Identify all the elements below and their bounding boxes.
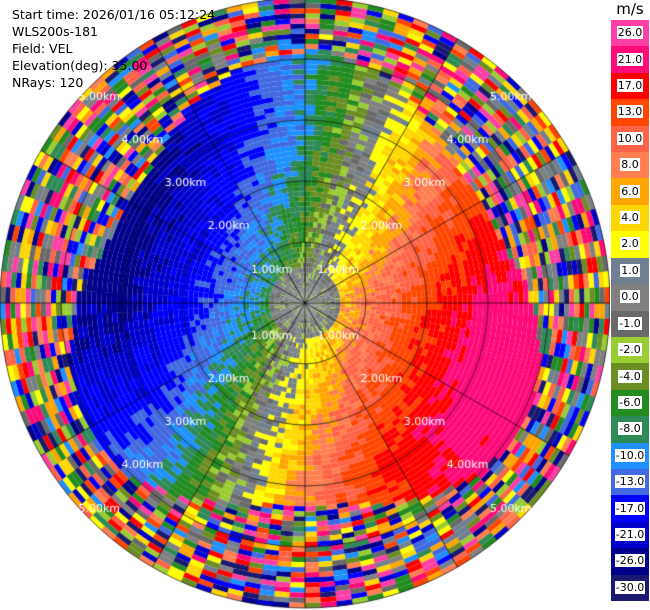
colorbar-tick-label: 2.0 bbox=[620, 237, 640, 251]
colorbar-tick-label: -21.0 bbox=[614, 527, 646, 541]
scan-info: Start time: 2026/01/16 05:12:24 WLS200s-… bbox=[12, 6, 215, 91]
elevation-label: Elevation(deg): 35.00 bbox=[12, 58, 148, 73]
colorbar-tick-label: 10.0 bbox=[616, 131, 644, 145]
start-time-label: Start time: 2026/01/16 05:12:24 bbox=[12, 7, 216, 22]
colorbar-tick-label: -17.0 bbox=[614, 501, 646, 515]
colorbar-tick-label: 13.0 bbox=[616, 105, 644, 119]
colorbar-tick-label: -30.0 bbox=[614, 580, 646, 594]
colorbar-tick-label: -2.0 bbox=[618, 343, 642, 357]
colorbar-tick-label: -4.0 bbox=[618, 369, 642, 383]
colorbar-tick-label: 0.0 bbox=[620, 290, 640, 304]
ppi-velocity-plot bbox=[0, 0, 610, 610]
colorbar-tick-label: 21.0 bbox=[616, 52, 644, 66]
field-label: Field: VEL bbox=[12, 41, 73, 56]
station-label: WLS200s-181 bbox=[12, 24, 98, 39]
colorbar-tick-label: 17.0 bbox=[616, 79, 644, 93]
colorbar-tick-label: -1.0 bbox=[618, 316, 642, 330]
colorbar-tick-label: -8.0 bbox=[618, 422, 642, 436]
colorbar-tick-label: 1.0 bbox=[620, 263, 640, 277]
colorbar-tick-label: 8.0 bbox=[620, 158, 640, 172]
colorbar-tick-label: -26.0 bbox=[614, 554, 646, 568]
colorbar-unit: m/s bbox=[616, 0, 644, 18]
colorbar: 26.0 21.0 17.0 13.0 10.0 8.0 6.0 4.0 2.0 1.0 0.0 -1… bbox=[611, 20, 649, 602]
nrays-label: NRays: 120 bbox=[12, 75, 84, 90]
colorbar-tick-label: 26.0 bbox=[616, 26, 644, 40]
colorbar-tick-label: -6.0 bbox=[618, 395, 642, 409]
colorbar-tick-label: 6.0 bbox=[620, 184, 640, 198]
colorbar-tick-label: 4.0 bbox=[620, 211, 640, 225]
colorbar-tick-label: -10.0 bbox=[614, 448, 646, 462]
colorbar-tick-label: -13.0 bbox=[614, 475, 646, 489]
